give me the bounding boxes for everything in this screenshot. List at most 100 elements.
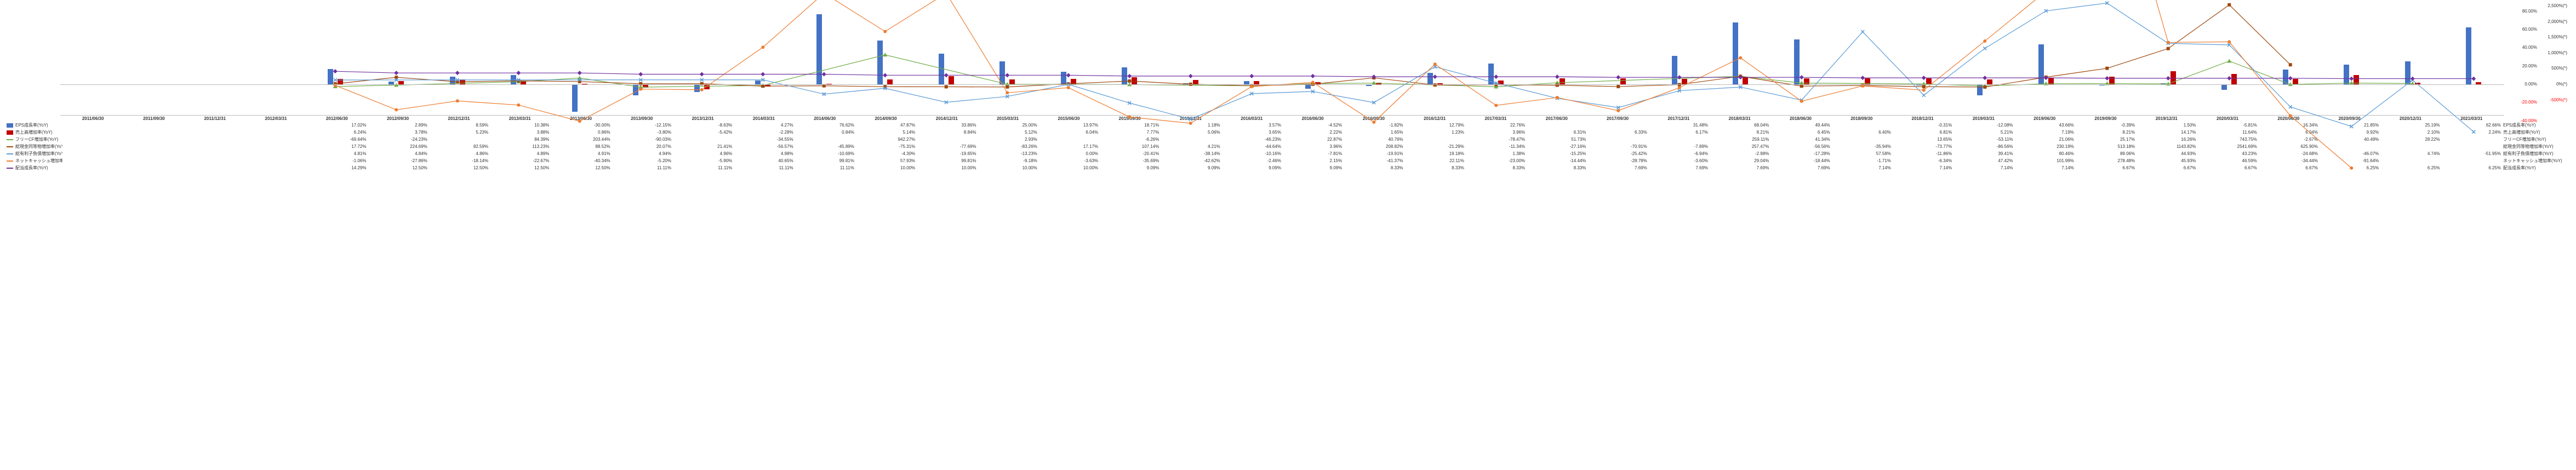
cell: 6.04% (1038, 129, 1099, 136)
period-header: 2013/03/31 (489, 116, 550, 122)
cell (185, 122, 245, 129)
period-header: 2020/06/30 (2258, 116, 2319, 122)
cell: 3.78% (367, 129, 428, 136)
cell: 11.11% (795, 164, 855, 171)
cell (62, 150, 123, 157)
cell: 16.26% (2136, 136, 2197, 143)
period-header: 2017/12/31 (1648, 116, 1709, 122)
cell: -30.00% (550, 122, 611, 129)
cell: 6.25% (2319, 164, 2380, 171)
cell: -24.68% (2258, 150, 2319, 157)
row-label-rev: 売上高増加率(YoY) (5, 129, 62, 136)
cell: -28.78% (1587, 157, 1648, 164)
row-label-debt: 総有利子負債増加率(YoY) (5, 150, 62, 157)
cell: 14.17% (2136, 129, 2197, 136)
cell: -11.34% (1465, 143, 1526, 150)
cell: -3.60% (1648, 157, 1709, 164)
cell: 113.23% (489, 143, 550, 150)
cell: 6.40% (1831, 129, 1892, 136)
cell: 7.19% (2014, 129, 2075, 136)
period-header: 2012/06/30 (306, 116, 367, 122)
cell: 1.23% (1404, 129, 1465, 136)
period-header: 2018/12/31 (1892, 116, 1953, 122)
cell: -40.34% (550, 157, 611, 164)
cell: 0.00% (1038, 150, 1099, 157)
cell (2441, 157, 2502, 164)
cell: 40.49% (2319, 136, 2380, 143)
cell: 2.22% (1282, 129, 1343, 136)
cell: 6.67% (2136, 164, 2197, 171)
row-label-cash: 総現金同等物増加率(YoY) (5, 143, 62, 150)
cell: -3.63% (1038, 157, 1099, 164)
cell: 7.14% (2014, 164, 2075, 171)
cell: -17.28% (1770, 150, 1831, 157)
cell (1526, 122, 1587, 129)
cell: -2.46% (1221, 157, 1282, 164)
cell: 8.33% (1465, 164, 1526, 171)
cell: 6.25% (2441, 164, 2502, 171)
cell: 107.14% (1099, 143, 1160, 150)
cell: 10.00% (855, 164, 916, 171)
cell (185, 129, 245, 136)
cell: 259.11% (1709, 136, 1770, 143)
cell: 43.23% (2197, 150, 2258, 157)
cell: 57.93% (855, 157, 916, 164)
cell: 2.15% (1282, 157, 1343, 164)
period-header: 2014/03/31 (733, 116, 794, 122)
cell: 8.21% (1709, 129, 1770, 136)
cell: 25.17% (2075, 136, 2136, 143)
cell: 4.84% (367, 150, 428, 157)
cell: -83.26% (977, 143, 1038, 150)
cell: 16.34% (2258, 122, 2319, 129)
cell (185, 157, 245, 164)
cell (123, 157, 184, 164)
period-header: 2021/03/31 (2441, 116, 2502, 122)
cell: 203.44% (550, 136, 611, 143)
cell: 31.48% (1648, 122, 1709, 129)
period-header: 2012/09/30 (367, 116, 428, 122)
cell: -51.95% (2441, 150, 2502, 157)
cell (1404, 136, 1465, 143)
debt-line (335, 3, 2474, 132)
cell: 6.24% (306, 129, 367, 136)
cell: 5.06% (1160, 129, 1221, 136)
cell: 10.00% (916, 164, 977, 171)
cell: -23.00% (1465, 157, 1526, 164)
cell: -35.69% (1099, 157, 1160, 164)
cell: 12.50% (367, 164, 428, 171)
cell: 9.09% (1221, 164, 1282, 171)
cell: -0.39% (2075, 122, 2136, 129)
cell: -1.71% (1831, 157, 1892, 164)
cell: 51.73% (1526, 136, 1587, 143)
cell (245, 150, 306, 157)
cell: 3.57% (1221, 122, 1282, 129)
cell: 1143.82% (2136, 143, 2197, 150)
cell: 46.59% (2197, 157, 2258, 164)
cell (245, 122, 306, 129)
cell: -27.16% (1526, 143, 1587, 150)
cell: -25.42% (1587, 150, 1648, 157)
cell: 7.77% (1099, 129, 1160, 136)
cell (62, 122, 123, 129)
cell: 7.14% (1892, 164, 1953, 171)
cell: 80.46% (2014, 150, 2075, 157)
cell: -5.81% (2197, 122, 2258, 129)
period-header: 2020/09/30 (2319, 116, 2380, 122)
cell: -7.89% (1648, 143, 1709, 150)
cell: 8.21% (2075, 129, 2136, 136)
cell: -9.18% (977, 157, 1038, 164)
cell: 2.89% (367, 122, 428, 129)
cell (245, 157, 306, 164)
cell: 7.14% (1953, 164, 2014, 171)
cell: -53.11% (1953, 136, 2014, 143)
cell: 9.09% (1099, 164, 1160, 171)
cell: 5.23% (429, 129, 489, 136)
cell: -5.90% (672, 157, 733, 164)
cell (62, 143, 123, 150)
cell (2441, 136, 2502, 143)
cell: 25.19% (2380, 122, 2441, 129)
cell: 224.69% (367, 143, 428, 150)
cell (245, 136, 306, 143)
period-header: 2017/06/30 (1526, 116, 1587, 122)
cell: 6.25% (2380, 164, 2441, 171)
